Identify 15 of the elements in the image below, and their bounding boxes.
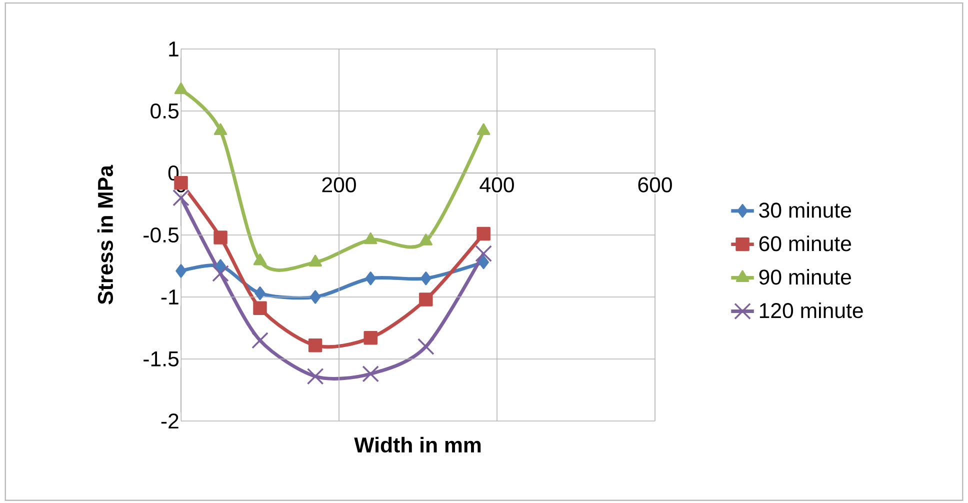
- x-tick-label: 400: [480, 177, 514, 192]
- legend-label: 120 minute: [760, 302, 863, 318]
- y-tick-label: -0.5: [144, 227, 178, 243]
- y-tick-label: 1: [169, 42, 178, 56]
- y-axis-title: Stress in MPa: [97, 164, 113, 304]
- y-tick-label: -1.5: [144, 352, 178, 366]
- legend-label: 60 minute: [759, 236, 852, 252]
- x-tick-label: 600: [638, 177, 672, 192]
- x-axis-title: Width in mm: [354, 436, 481, 453]
- y-tick-label: -1: [161, 290, 178, 304]
- y-tick-label: -2: [161, 414, 178, 428]
- legend-label: 90 minute: [759, 269, 852, 285]
- y-tick-label: 0.5: [150, 103, 178, 119]
- legend-label: 30 minute: [759, 202, 852, 218]
- x-tick-label: 200: [322, 177, 356, 192]
